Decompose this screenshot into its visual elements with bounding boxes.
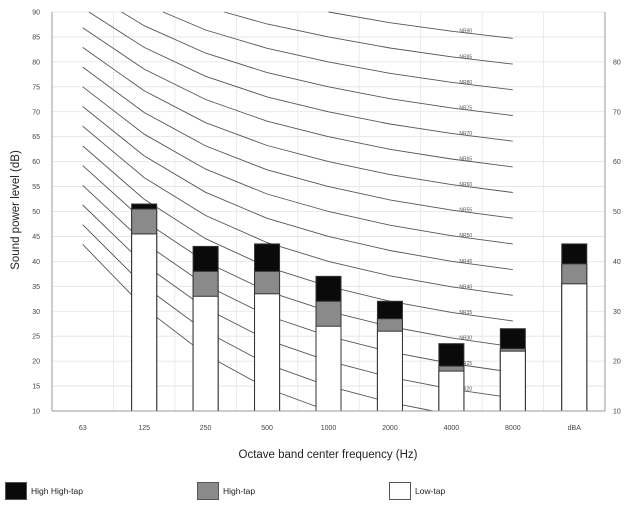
right-tick-label-80: 80 — [613, 59, 621, 66]
y-tick-label-80: 80 — [32, 59, 40, 66]
axes: 10 15 20 25 30 35 40 45 50 55 60 65 70 75 80 85 90 10 20 30… — [32, 10, 621, 433]
bars — [131, 203, 588, 412]
nr-curve-85 — [224, 11, 513, 65]
nr-label-70: NR70 — [459, 131, 472, 137]
nr-label-75: NR75 — [459, 105, 472, 111]
y-tick-label-65: 65 — [32, 134, 40, 141]
x-tick-label-1000: 1000 — [321, 425, 337, 432]
y-tick-label-85: 85 — [32, 34, 40, 41]
bar-low-tap-500 — [254, 293, 281, 412]
nr-curve-80 — [162, 11, 513, 91]
nr-label-55: NR55 — [459, 208, 472, 214]
bar-low-tap-dBA — [561, 283, 588, 412]
y-axis-title: Sound power level (dB) — [10, 150, 22, 270]
legend-item-low-tap: Low-tap — [389, 482, 445, 500]
y-tick-label-60: 60 — [32, 159, 40, 166]
legend-label-low-tap: Low-tap — [415, 486, 446, 496]
nr-curve-40 — [82, 125, 513, 296]
y-tick-label-35: 35 — [32, 284, 40, 291]
nr-label-45: NR45 — [459, 259, 472, 265]
nr-label-25: NR25 — [459, 361, 472, 367]
nr-curve-65 — [82, 27, 513, 168]
right-tick-label-20: 20 — [613, 359, 621, 366]
nr-label-80: NR80 — [459, 80, 472, 86]
nr-label-65: NR65 — [459, 157, 472, 163]
right-tick-label-50: 50 — [613, 209, 621, 216]
legend-swatch-high-high-tap — [5, 482, 27, 500]
nr-curve-55 — [82, 66, 513, 219]
legend-swatch-high-tap — [197, 482, 219, 500]
y-tick-label-25: 25 — [32, 334, 40, 341]
y-tick-label-70: 70 — [32, 109, 40, 116]
right-tick-label-40: 40 — [613, 259, 621, 266]
x-axis-title: Octave band center frequency (Hz) — [239, 449, 418, 461]
y-tick-label-50: 50 — [32, 209, 40, 216]
right-tick-label-70: 70 — [613, 109, 621, 116]
bar-low-tap-2000 — [376, 330, 403, 412]
y-tick-label-15: 15 — [32, 384, 40, 391]
nr-label-30: NR30 — [459, 335, 472, 341]
right-tick-label-10: 10 — [613, 409, 621, 416]
nr-label-50: NR50 — [459, 233, 472, 239]
y-tick-label-10: 10 — [32, 409, 40, 416]
bar-low-tap-250 — [192, 295, 219, 412]
nr-curve-75 — [121, 11, 513, 116]
legend-swatch-low-tap — [389, 482, 411, 500]
legend-item-high-high-tap: High High-tap — [5, 482, 83, 500]
nr-curve-90 — [328, 11, 513, 39]
bar-low-tap-4000 — [438, 370, 465, 412]
y-tick-label-55: 55 — [32, 184, 40, 191]
y-tick-label-90: 90 — [32, 10, 40, 17]
nr-curve-50 — [82, 86, 513, 245]
nr-curve-60 — [82, 47, 513, 193]
legend-label-high-high-tap: High High-tap — [31, 486, 83, 496]
nr-curve-70 — [88, 11, 513, 142]
x-tick-label-250: 250 — [200, 425, 212, 432]
nr-label-40: NR40 — [459, 284, 472, 290]
x-tick-label-500: 500 — [261, 425, 273, 432]
y-tick-label-40: 40 — [32, 259, 40, 266]
legend-label-high-tap: High-tap — [223, 486, 256, 496]
legend-item-high-tap: High-tap — [197, 482, 255, 500]
right-tick-label-60: 60 — [613, 159, 621, 166]
x-tick-label-4000: 4000 — [444, 425, 460, 432]
legend: High High-tap High-tap Low-tap — [0, 482, 631, 502]
y-tick-label-45: 45 — [32, 234, 40, 241]
nr-label-90: NR90 — [459, 29, 472, 35]
x-tick-label-8000: 8000 — [505, 425, 521, 432]
y-tick-label-20: 20 — [32, 359, 40, 366]
nr-label-60: NR60 — [459, 182, 472, 188]
nr-label-35: NR35 — [459, 310, 472, 316]
nr-curve-45 — [82, 106, 513, 271]
bar-low-tap-1000 — [315, 325, 342, 412]
y-tick-label-75: 75 — [32, 84, 40, 91]
bar-low-tap-8000 — [499, 350, 526, 412]
right-tick-label-30: 30 — [613, 309, 621, 316]
nr-label-85: NR85 — [459, 54, 472, 60]
bar-low-tap-125 — [131, 233, 158, 412]
x-tick-label-2000: 2000 — [382, 425, 398, 432]
x-tick-label-dBA: dBA — [568, 425, 582, 432]
nr-label-20: NR20 — [459, 387, 472, 393]
y-tick-label-30: 30 — [32, 309, 40, 316]
x-tick-label-125: 125 — [138, 425, 150, 432]
x-tick-label-63: 63 — [79, 425, 87, 432]
